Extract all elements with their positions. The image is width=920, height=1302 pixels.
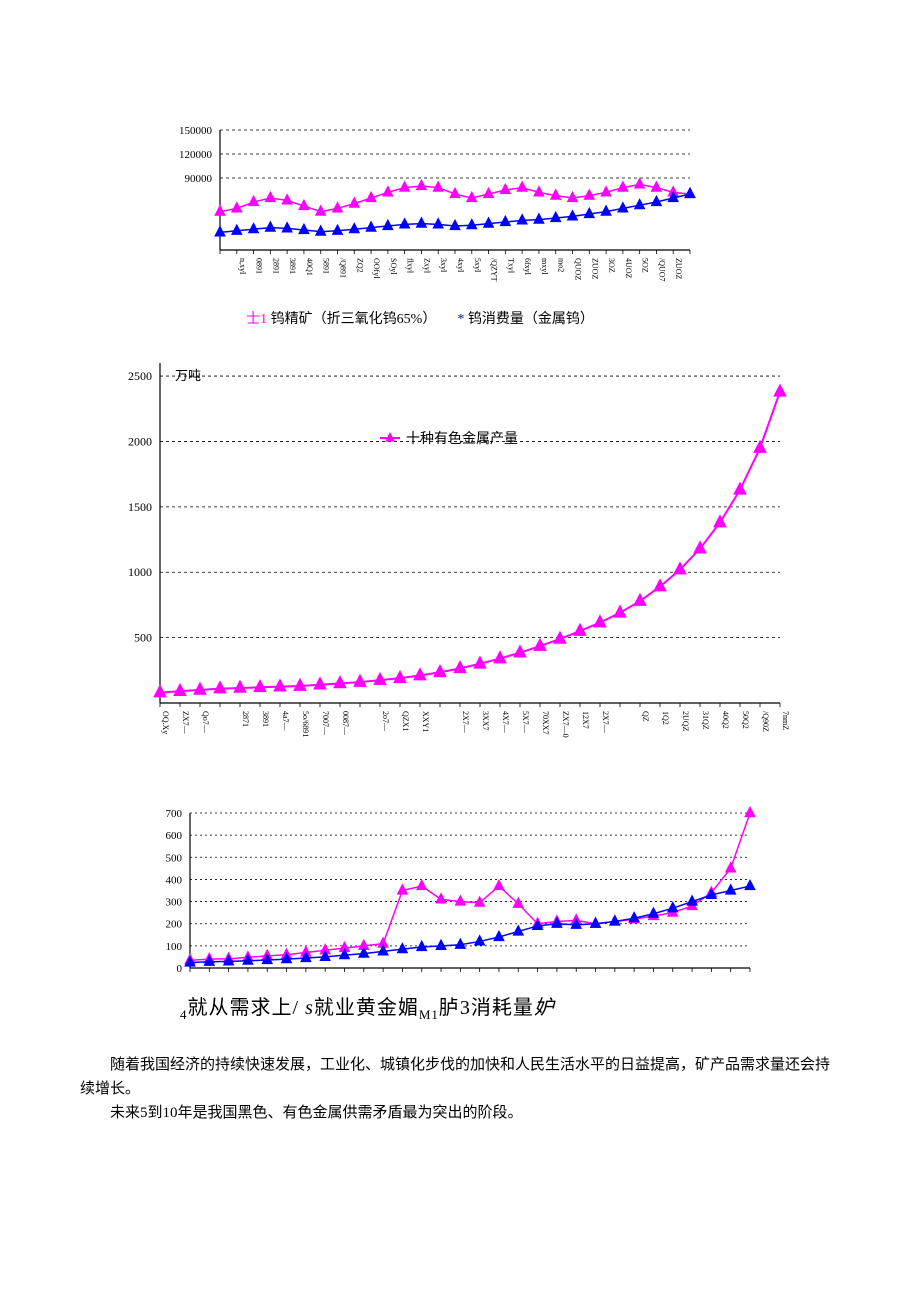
svg-text:/QZYT: /QZYT <box>490 258 499 282</box>
svg-text:ZQ2: ZQ2 <box>355 258 364 273</box>
svg-text:700: 700 <box>166 808 183 820</box>
chart-nonferrous-svg: 500 1000 1500 2000 2500 OQ.Xy ZX7— Qo7— 2871 3891… <box>100 353 800 773</box>
svg-text:QZ: QZ <box>641 711 650 722</box>
svg-text:十种有色金属产量: 十种有色金属产量 <box>406 430 518 447</box>
svg-text:ZX7—: ZX7— <box>181 711 190 735</box>
svg-text:0: 0 <box>177 963 183 975</box>
svg-text:12X7: 12X7 <box>581 711 590 729</box>
svg-text:1Q2: 1Q2 <box>661 711 670 725</box>
svg-text:SOyl: SOyl <box>389 258 398 275</box>
svg-text:40Q1: 40Q1 <box>305 258 314 276</box>
svg-text:0087—: 0087— <box>341 711 350 736</box>
svg-text:7nmZ: 7nmZ <box>781 711 790 730</box>
svg-text:2871: 2871 <box>241 711 250 727</box>
body-text: 随着我国经济的持续快速发展，工业化、城镇化步伐的加快和人民生活水平的日益提高，矿… <box>80 1053 840 1125</box>
svg-text:3XX7: 3XX7 <box>481 711 490 731</box>
chart-tungsten-svg: 90000 120000 150000 n,xyl 0891 2891 3891 40Q1 58… <box>140 120 700 300</box>
svg-text:0891: 0891 <box>255 258 264 274</box>
legend1-label2: 钨消费量（金属钨） <box>468 312 594 327</box>
svg-text:1000: 1000 <box>128 565 152 579</box>
paragraph-1: 随着我国经济的持续快速发展，工业化、城镇化步伐的加快和人民生活水平的日益提高，矿… <box>80 1053 840 1101</box>
svg-text:/QUO7: /QUO7 <box>657 258 666 282</box>
svg-text:40Q2: 40Q2 <box>721 711 730 729</box>
svg-text:120000: 120000 <box>179 149 213 161</box>
svg-text:50Q2: 50Q2 <box>741 711 750 729</box>
svg-text:万吨: 万吨 <box>175 368 201 383</box>
svg-text:3891: 3891 <box>288 258 297 274</box>
svg-text:5OZ: 5OZ <box>641 258 650 273</box>
svg-text:3891: 3891 <box>261 711 270 727</box>
svg-text:300: 300 <box>166 897 183 909</box>
svg-text:1500: 1500 <box>128 500 152 514</box>
svg-text:2X7—: 2X7— <box>461 711 470 734</box>
svg-text:2891: 2891 <box>271 258 280 274</box>
svg-text:90000: 90000 <box>185 173 213 185</box>
chart-tungsten: 90000 120000 150000 n,xyl 0891 2891 3891 40Q1 58… <box>140 120 840 328</box>
svg-text:500: 500 <box>134 631 152 645</box>
svg-text:500: 500 <box>166 852 183 864</box>
svg-text:600: 600 <box>166 830 183 842</box>
svg-text:/Q90Z: /Q90Z <box>761 711 770 732</box>
svg-text:mo2: mo2 <box>557 258 566 272</box>
svg-text:5X7—: 5X7— <box>521 711 530 734</box>
svg-text:2500: 2500 <box>128 369 152 383</box>
chart-nonferrous: 500 1000 1500 2000 2500 OQ.Xy ZX7— Qo7— 2871 3891… <box>100 353 840 773</box>
svg-text:QZX1: QZX1 <box>401 711 410 731</box>
svg-text:XXY1: XXY1 <box>421 711 430 732</box>
svg-text:7007—: 7007— <box>321 711 330 736</box>
svg-text:4X7—: 4X7— <box>501 711 510 734</box>
svg-text:100: 100 <box>166 941 183 953</box>
svg-text:2X7—: 2X7— <box>601 711 610 734</box>
svg-text:150000: 150000 <box>179 125 213 137</box>
svg-text:5o/6891: 5o/6891 <box>301 711 310 737</box>
svg-text:2UQZ: 2UQZ <box>681 711 690 732</box>
chart-third-svg: 0 100 200 300 400 500 600 700 <box>140 803 760 983</box>
svg-text:5xyl: 5xyl <box>473 258 482 273</box>
svg-text:3xyl: 3xyl <box>439 258 448 273</box>
svg-text:Txyl: Txyl <box>506 258 515 274</box>
svg-text:31QZ: 31QZ <box>701 711 710 730</box>
svg-text:QUOZ: QUOZ <box>574 258 583 280</box>
svg-text:6fxyl: 6fxyl <box>523 258 532 276</box>
svg-text:ZX7—0: ZX7—0 <box>561 711 570 738</box>
paragraph-2: 未来5到10年是我国黑色、有色金属供需矛盾最为突出的阶段。 <box>80 1101 840 1125</box>
svg-text:flxyl: flxyl <box>406 258 415 274</box>
legend1-marker1: 士1 <box>246 312 267 327</box>
svg-text:400: 400 <box>166 874 183 886</box>
svg-text:3OZ: 3OZ <box>607 258 616 273</box>
chart-third: 0 100 200 300 400 500 600 700 4就从需求上/ s就业黄金媚M1胪… <box>140 803 840 1023</box>
svg-text:n,xyl: n,xyl <box>238 258 247 275</box>
svg-text:2000: 2000 <box>128 434 152 448</box>
svg-text:4UOZ: 4UOZ <box>624 258 633 279</box>
chart3-caption: 4就从需求上/ s就业黄金媚M1胪3消耗量妒 <box>180 991 840 1023</box>
svg-text:OQ.Xy: OQ.Xy <box>161 711 170 734</box>
svg-text:mxyl: mxyl <box>540 258 549 275</box>
svg-text:OOfyl: OOfyl <box>372 258 381 279</box>
chart1-legend: 士1 钨精矿（折三氧化钨65%） * 钨消费量（金属钨） <box>140 308 700 328</box>
svg-text:2o7—: 2o7— <box>381 711 390 732</box>
legend1-label1: 钨精矿（折三氧化钨65%） <box>271 312 437 327</box>
svg-text:5891: 5891 <box>322 258 331 274</box>
svg-text:/Q891: /Q891 <box>339 258 348 278</box>
svg-text:70XX7: 70XX7 <box>541 711 550 735</box>
svg-text:200: 200 <box>166 919 183 931</box>
svg-text:ZUOZ: ZUOZ <box>674 258 683 279</box>
svg-text:ZUOZ: ZUOZ <box>590 258 599 279</box>
document-page: 90000 120000 150000 n,xyl 0891 2891 3891 40Q1 58… <box>0 0 920 1185</box>
svg-text:Zxyl: Zxyl <box>422 258 431 274</box>
svg-text:4xyl: 4xyl <box>456 258 465 273</box>
svg-text:4a7—: 4a7— <box>281 711 290 732</box>
svg-text:Qo7—: Qo7— <box>201 711 210 734</box>
legend1-marker2: * <box>457 312 464 327</box>
